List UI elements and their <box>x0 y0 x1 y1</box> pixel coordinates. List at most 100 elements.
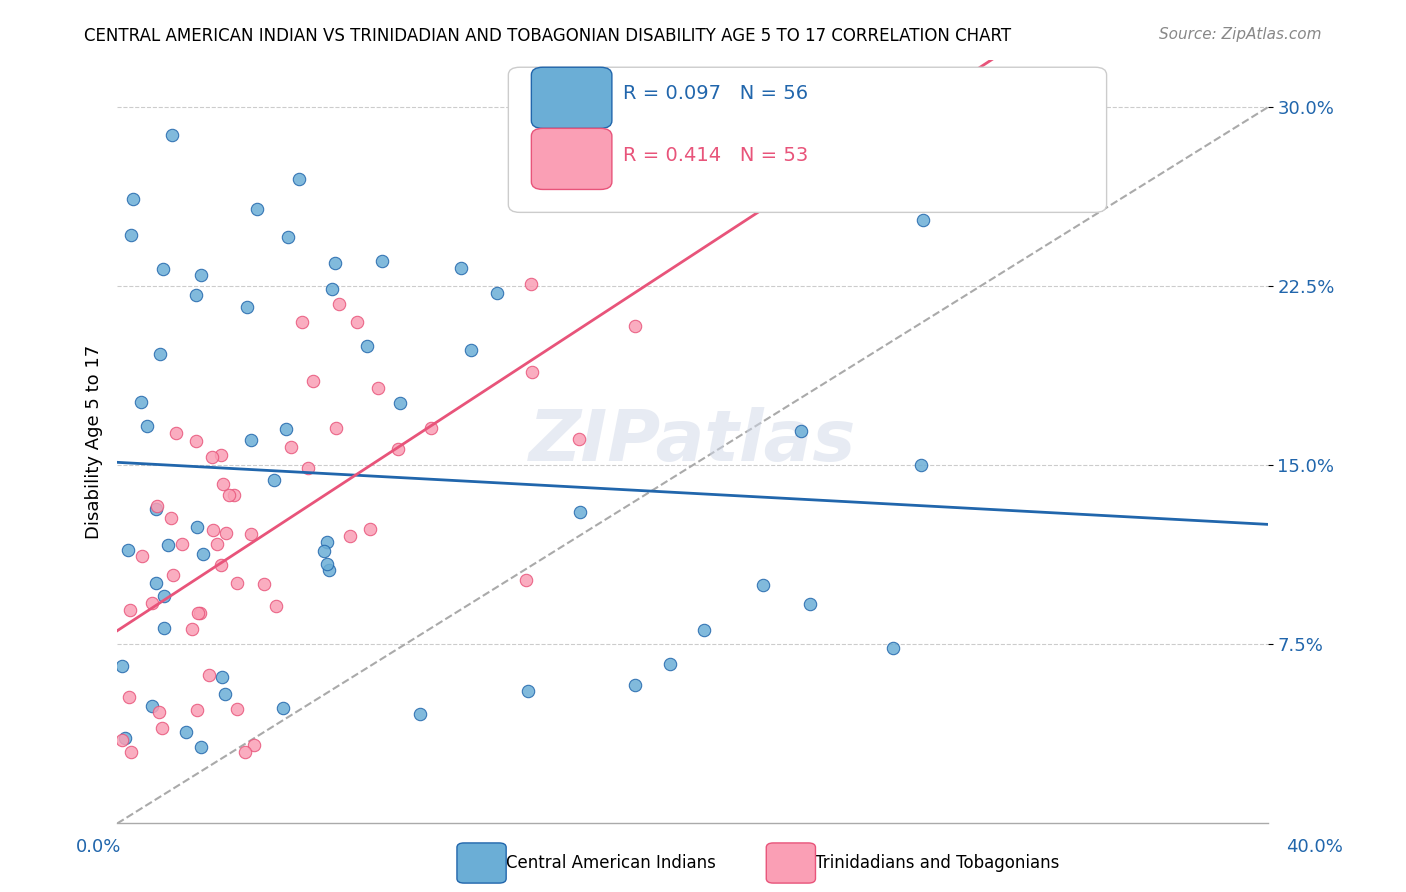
Point <box>321 282 343 296</box>
Point <box>118 690 141 705</box>
Point <box>149 347 172 361</box>
Text: R = 0.097   N = 56: R = 0.097 N = 56 <box>623 85 808 103</box>
Point <box>751 578 773 592</box>
Point <box>790 424 813 438</box>
Point <box>910 458 932 472</box>
Point <box>486 285 509 300</box>
Point <box>145 502 167 516</box>
Point <box>120 228 142 243</box>
Point <box>145 499 167 513</box>
Point <box>160 128 183 142</box>
Text: Central American Indians: Central American Indians <box>506 854 716 872</box>
Point <box>186 519 208 533</box>
Point <box>150 721 173 735</box>
Point <box>188 607 211 621</box>
Point <box>371 254 394 268</box>
Point <box>117 543 139 558</box>
Point <box>387 442 409 456</box>
Point <box>624 678 647 692</box>
Point <box>226 576 249 591</box>
Text: CENTRAL AMERICAN INDIAN VS TRINIDADIAN AND TOBAGONIAN DISABILITY AGE 5 TO 17 COR: CENTRAL AMERICAN INDIAN VS TRINIDADIAN A… <box>84 27 1011 45</box>
Point <box>246 202 269 216</box>
Point <box>160 511 183 525</box>
Point <box>623 318 645 333</box>
Point <box>153 621 176 635</box>
Point <box>450 260 472 275</box>
Point <box>568 505 591 519</box>
Point <box>315 558 337 572</box>
Point <box>517 684 540 698</box>
Point <box>172 537 194 551</box>
Point <box>658 657 681 672</box>
Point <box>131 549 153 563</box>
FancyBboxPatch shape <box>531 67 612 128</box>
Point <box>316 535 339 549</box>
Point <box>190 268 212 282</box>
Point <box>190 740 212 755</box>
Point <box>211 670 233 684</box>
Point <box>152 262 174 277</box>
Point <box>186 703 208 717</box>
Point <box>184 434 207 449</box>
Point <box>291 315 314 329</box>
Point <box>346 315 368 329</box>
Point <box>325 421 347 435</box>
Point <box>218 488 240 502</box>
Point <box>209 558 232 573</box>
Point <box>243 739 266 753</box>
Point <box>157 538 180 552</box>
Point <box>212 476 235 491</box>
Point <box>520 365 543 379</box>
Point <box>420 421 443 435</box>
Point <box>367 381 389 395</box>
Point <box>520 277 543 291</box>
Point <box>339 529 361 543</box>
Point <box>280 440 302 454</box>
Point <box>174 724 197 739</box>
Point <box>186 288 208 302</box>
Point <box>693 623 716 637</box>
Point <box>297 460 319 475</box>
Point <box>187 606 209 620</box>
Point <box>356 339 378 353</box>
Point <box>114 731 136 745</box>
Text: 0.0%: 0.0% <box>76 838 121 855</box>
Point <box>233 745 256 759</box>
Point <box>201 450 224 465</box>
Point <box>153 589 176 603</box>
Text: Trinidadians and Tobagonians: Trinidadians and Tobagonians <box>815 854 1060 872</box>
Text: 40.0%: 40.0% <box>1286 838 1343 855</box>
Point <box>273 700 295 714</box>
Point <box>148 705 170 719</box>
Point <box>111 658 134 673</box>
Point <box>409 706 432 721</box>
Point <box>222 487 245 501</box>
FancyBboxPatch shape <box>509 67 1107 212</box>
Point <box>239 527 262 541</box>
Point <box>274 422 297 436</box>
Point <box>323 256 346 270</box>
Point <box>765 157 787 171</box>
Point <box>799 597 821 611</box>
Y-axis label: Disability Age 5 to 17: Disability Age 5 to 17 <box>86 344 103 539</box>
Point <box>312 544 335 558</box>
Point <box>141 699 163 714</box>
Point <box>165 425 187 440</box>
Point <box>359 522 381 536</box>
Point <box>318 563 340 577</box>
Point <box>882 640 904 655</box>
Point <box>912 213 935 227</box>
Text: ZIPatlas: ZIPatlas <box>529 407 856 476</box>
Point <box>181 623 204 637</box>
Point <box>209 448 232 462</box>
Point <box>277 230 299 244</box>
Point <box>264 599 287 613</box>
Point <box>460 343 482 357</box>
Point <box>302 374 325 388</box>
Point <box>121 192 143 206</box>
Point <box>389 396 412 410</box>
Text: R = 0.414   N = 53: R = 0.414 N = 53 <box>623 145 808 165</box>
Point <box>515 573 537 587</box>
Point <box>120 745 142 759</box>
Point <box>568 432 591 446</box>
